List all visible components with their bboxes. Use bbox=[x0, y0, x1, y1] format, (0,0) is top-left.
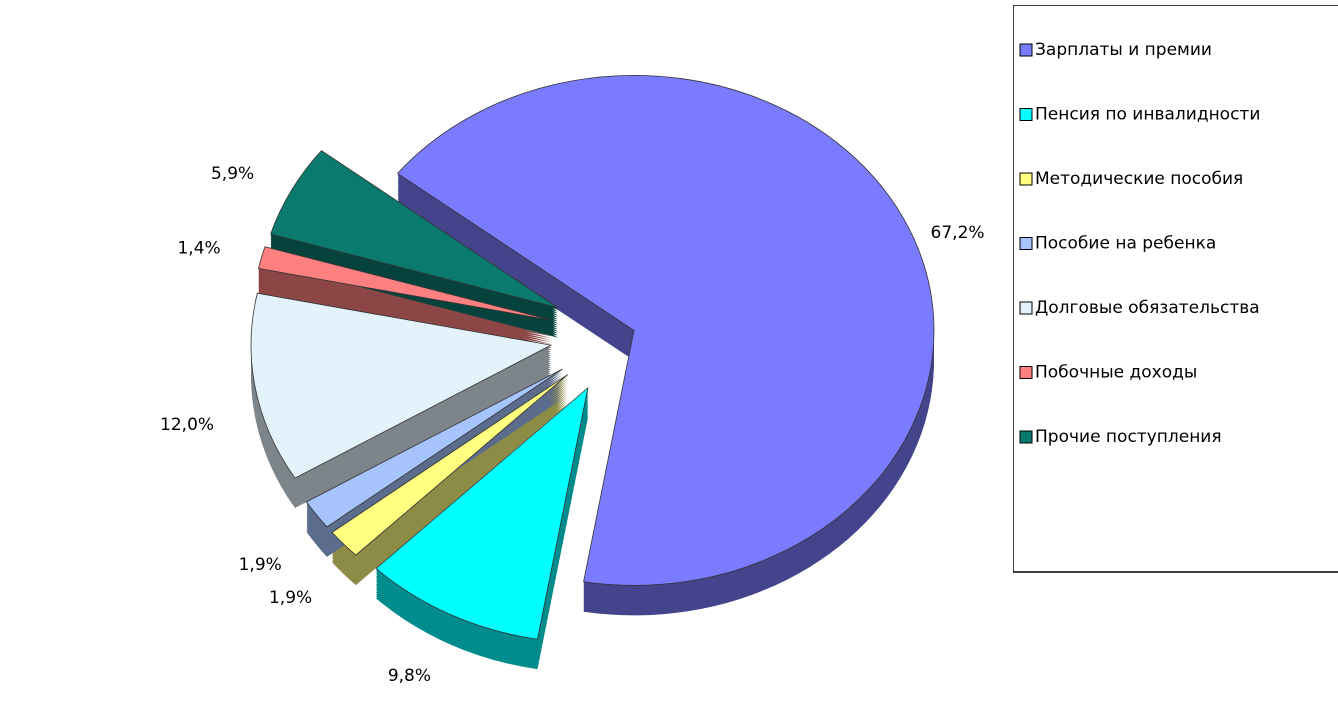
legend-label: Зарплаты и премии bbox=[1035, 40, 1212, 60]
legend-label: Прочие поступления bbox=[1035, 427, 1222, 447]
legend-label: Пенсия по инвалидности bbox=[1035, 105, 1260, 125]
legend-swatch bbox=[1019, 43, 1033, 57]
legend-box bbox=[1013, 5, 1338, 573]
legend-label: Побочные доходы bbox=[1035, 363, 1197, 383]
legend-label: Долговые обязательства bbox=[1035, 298, 1260, 318]
legend-label: Пособие на ребенка bbox=[1035, 234, 1216, 254]
data-label: 1,9% bbox=[269, 588, 312, 608]
data-label: 12,0% bbox=[160, 415, 214, 435]
legend-swatch bbox=[1019, 108, 1033, 121]
slice bbox=[250, 292, 553, 479]
pie: 67,2% 9,8% 1,9% 1,9% 12,0% 1,4% 5,9% bbox=[160, 74, 985, 686]
legend-label: Методические пособия bbox=[1035, 169, 1243, 189]
slice bbox=[331, 374, 568, 556]
legend-swatch bbox=[1019, 366, 1033, 379]
data-label: 1,9% bbox=[239, 555, 282, 575]
slice bbox=[270, 150, 559, 309]
legend: Зарплаты и премии Пенсия по инвалидности М… bbox=[1013, 5, 1338, 573]
legend-swatch bbox=[1019, 237, 1033, 250]
legend-swatch bbox=[1019, 172, 1033, 186]
slice bbox=[396, 74, 935, 586]
data-label: 5,9% bbox=[211, 164, 254, 184]
data-label: 1,4% bbox=[177, 239, 220, 259]
legend-swatch bbox=[1019, 430, 1033, 444]
legend-swatch bbox=[1019, 301, 1033, 315]
slice bbox=[257, 246, 553, 321]
slice bbox=[305, 368, 563, 528]
data-label: 9,8% bbox=[388, 666, 431, 686]
data-label: 67,2% bbox=[931, 223, 985, 243]
slice bbox=[375, 386, 589, 640]
